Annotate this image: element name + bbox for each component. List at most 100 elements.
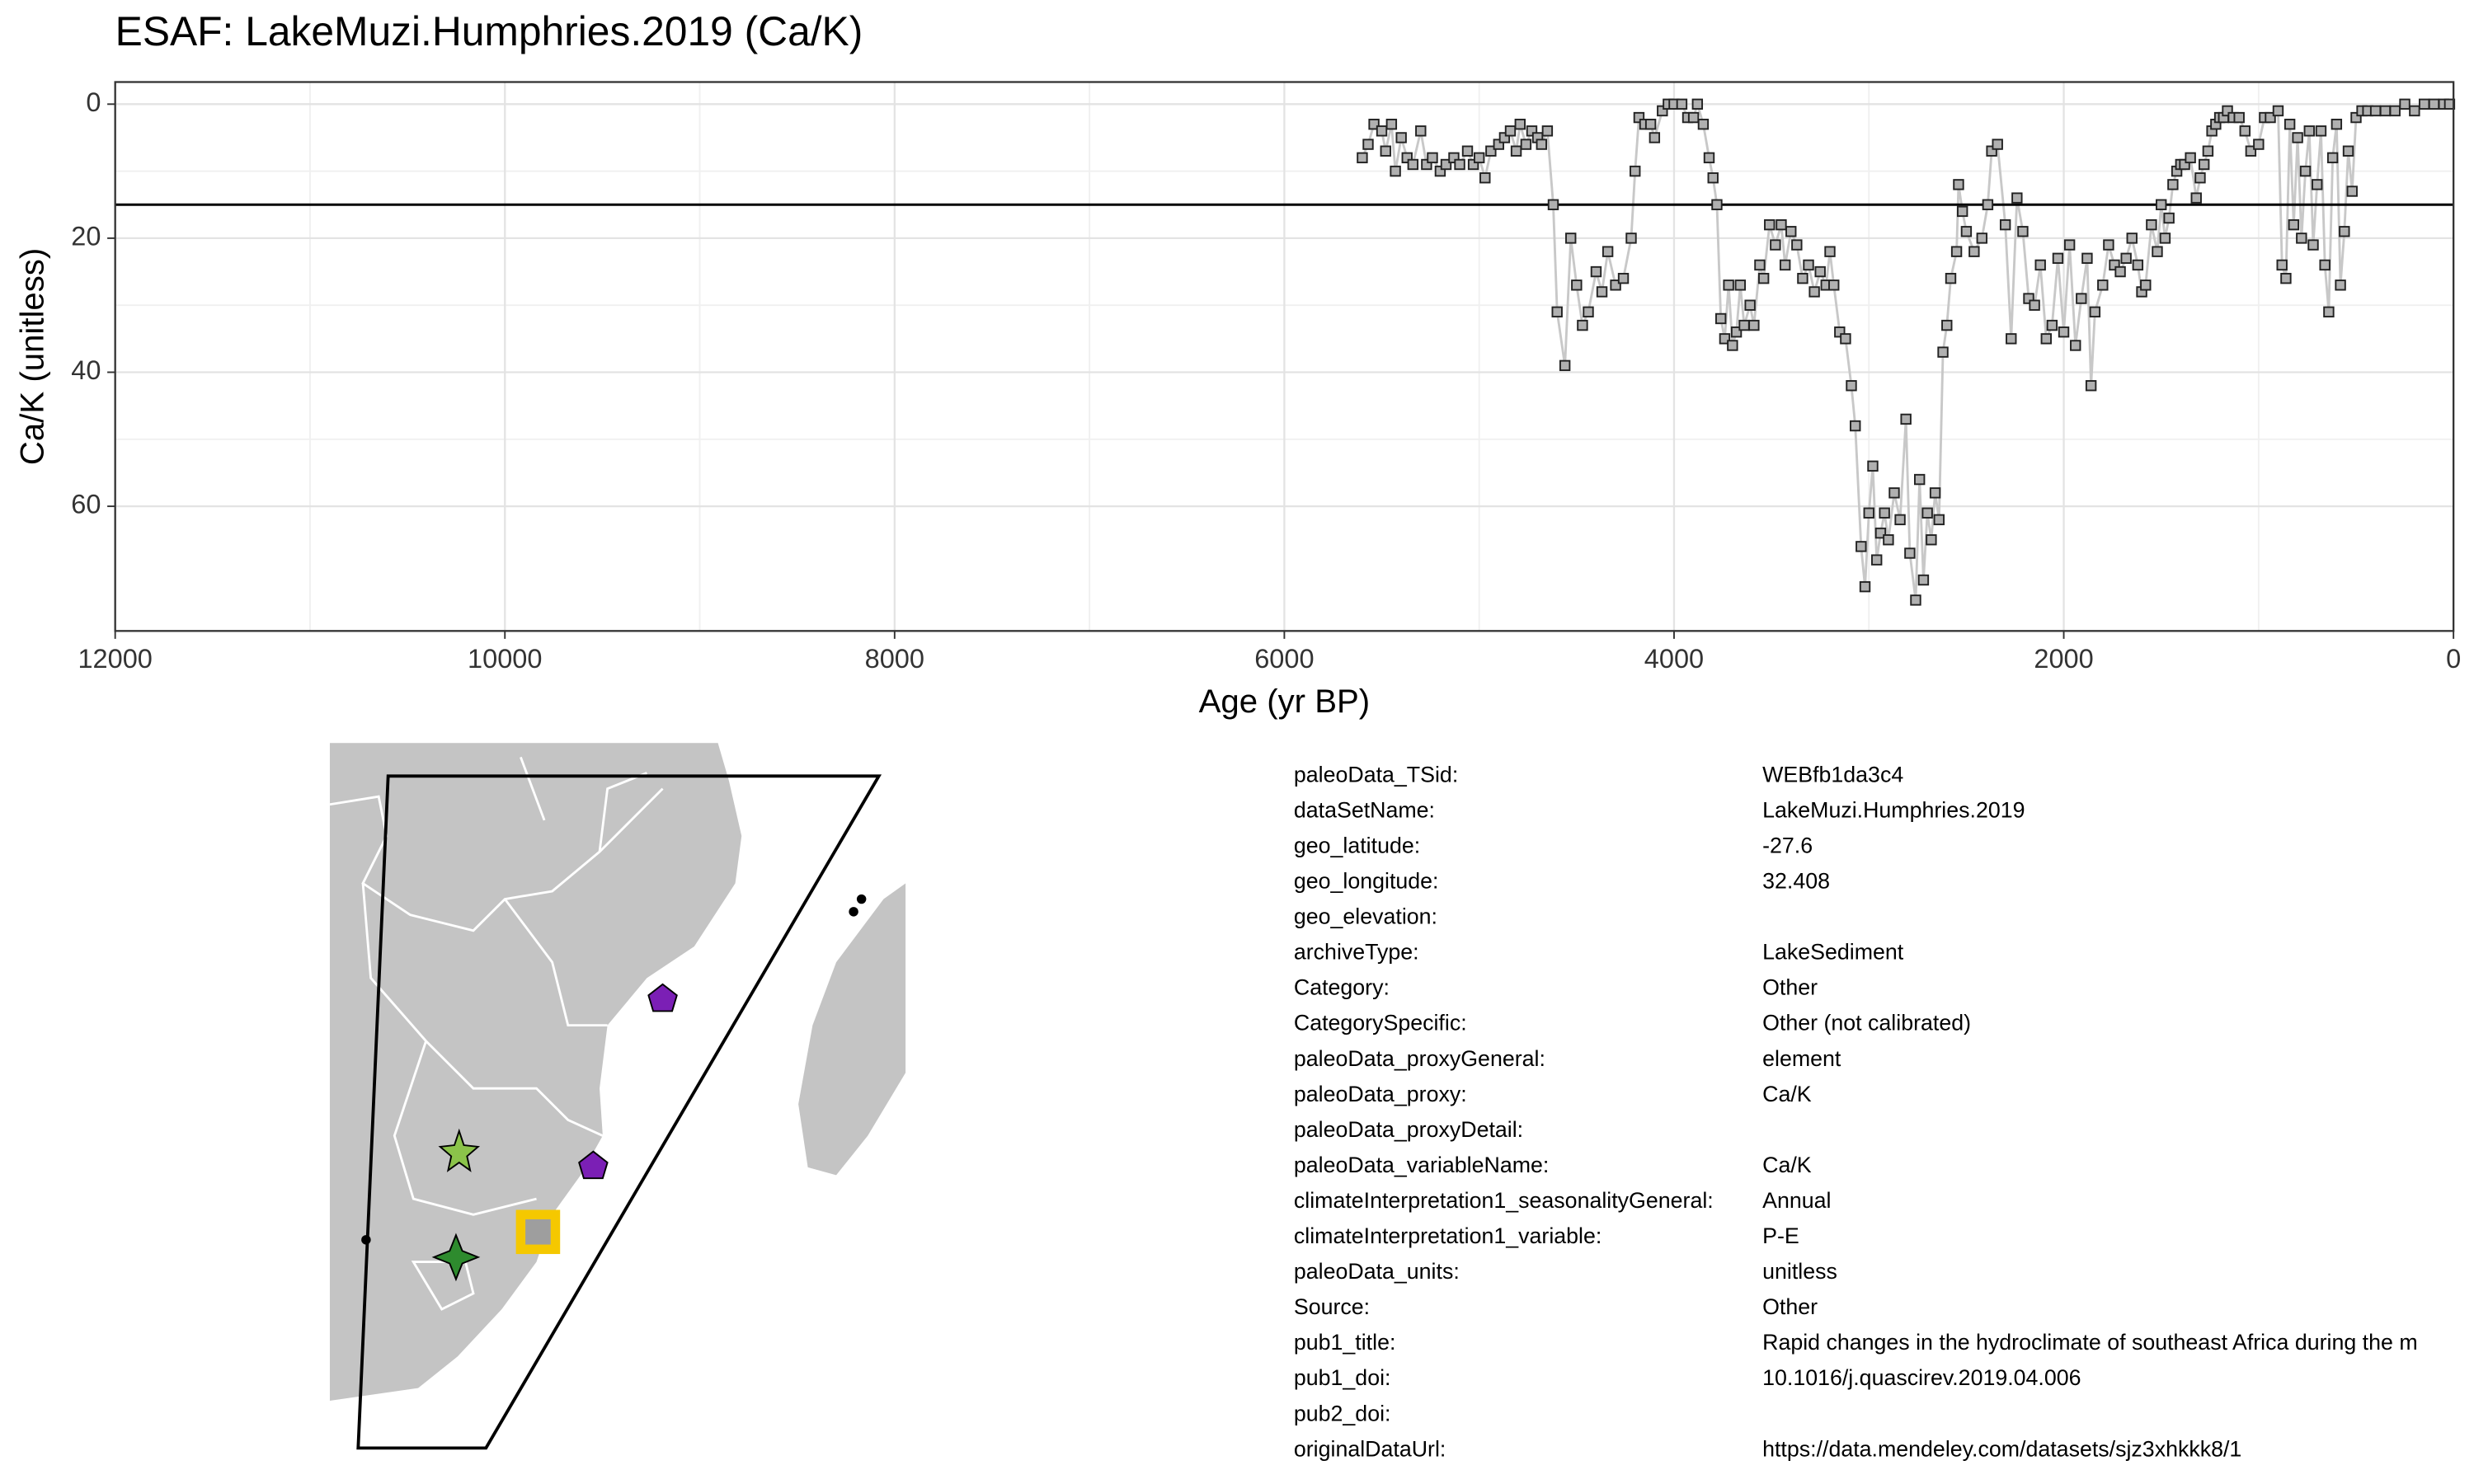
data-point [1791, 239, 1803, 251]
data-point [1473, 152, 1485, 164]
data-point [2089, 306, 2101, 318]
meta-key: geo_longitude: [1294, 869, 1439, 894]
meta-key: archiveType: [1294, 940, 1419, 965]
site-pentagon [578, 1150, 609, 1180]
data-point [1376, 125, 1388, 137]
meta-value: 32.408 [1762, 869, 1830, 894]
plot-border [114, 81, 2455, 632]
x-tick-label: 8000 [865, 644, 924, 674]
meta-key: paleoData_proxyGeneral: [1294, 1046, 1545, 1071]
data-point [1649, 132, 1661, 143]
data-point [2307, 239, 2319, 251]
meta-key: paleoData_proxy: [1294, 1082, 1467, 1106]
data-point [1730, 326, 1743, 338]
data-point [2418, 98, 2430, 110]
selected-site [515, 1209, 561, 1255]
meta-key: dataSetName: [1294, 797, 1435, 822]
data-point [1941, 319, 1953, 331]
data-point [1707, 172, 1719, 184]
data-point [1583, 306, 1594, 318]
data-point [1840, 333, 1851, 345]
data-point [1776, 218, 1787, 231]
plot-area: 12000 10000 8000 6000 4000 2000 0 0 20 40 60 [71, 81, 2461, 674]
data-point [1904, 547, 1916, 559]
data-point [2109, 259, 2120, 271]
data-point [2233, 111, 2245, 124]
data-point [1856, 541, 1867, 552]
data-point [2081, 252, 2093, 264]
data-point [2194, 172, 2206, 184]
data-point [2052, 252, 2064, 264]
data-point [2280, 272, 2292, 284]
data-point [2296, 232, 2307, 244]
y-axis-label: Ca/K (unitless) [14, 248, 51, 465]
data-point [1617, 272, 1630, 284]
y-tick-label: 0 [86, 87, 101, 117]
data-point [2017, 226, 2029, 237]
data-point [2070, 340, 2081, 351]
data-point [1448, 152, 1460, 164]
data-point [2331, 119, 2343, 130]
meta-value: Ca/K [1762, 1082, 1812, 1106]
data-point [2253, 139, 2265, 150]
data-point [2132, 259, 2144, 271]
data-point [1982, 199, 1994, 210]
data-point [1590, 265, 1602, 278]
data-point [2034, 259, 2046, 271]
meta-key: originalDataUrl: [1294, 1436, 1446, 1461]
meta-value: LakeSediment [1762, 940, 1904, 965]
borders [329, 756, 664, 1311]
data-point [1559, 359, 1571, 372]
data-point [1610, 279, 1621, 291]
data-point [1764, 218, 1776, 231]
meta-key: geo_latitude: [1294, 834, 1420, 858]
madagascar [798, 883, 906, 1176]
meta-key: Source: [1294, 1294, 1370, 1319]
data-point [1541, 125, 1554, 137]
data-point [1867, 460, 1879, 472]
data-point [1697, 119, 1710, 130]
x-tick-label: 12000 [78, 644, 152, 674]
meta-key: pub1_title: [1294, 1330, 1396, 1355]
data-point [2292, 132, 2303, 143]
x-tick-label: 4000 [1644, 644, 1704, 674]
data-point [1368, 119, 1380, 130]
data-point [1596, 286, 1608, 298]
metadata-table: paleoData_TSid: WEBfb1da3c4 dataSetName: La… [1294, 762, 2418, 1461]
data-point [1824, 246, 1836, 257]
data-point [1999, 218, 2011, 231]
data-point [2346, 186, 2358, 197]
data-point [1493, 139, 1505, 150]
data-point [1748, 319, 1760, 331]
data-point [2276, 259, 2288, 271]
data-point [1602, 246, 1614, 257]
data-point [1485, 145, 1497, 157]
data-point [1362, 139, 1374, 150]
data-point [2326, 152, 2339, 164]
meta-key: paleoData_TSid: [1294, 762, 1458, 787]
meta-key: climateInterpretation1_variable: [1294, 1223, 1602, 1248]
data-point [2272, 105, 2284, 117]
data-point [2323, 306, 2335, 318]
data-point [1738, 319, 1750, 331]
data-point [1871, 554, 1883, 566]
data-point [2076, 293, 2087, 304]
data-point [2085, 380, 2097, 392]
data-point [1498, 132, 1511, 143]
data-point [1714, 312, 1727, 325]
data-point [1968, 246, 1980, 257]
data-point [1828, 279, 1840, 291]
data-point [2185, 152, 2196, 164]
data-point [1691, 98, 1704, 110]
data-point [2379, 105, 2392, 117]
x-tick-label: 6000 [1254, 644, 1314, 674]
data-point [2428, 98, 2440, 110]
data-point [1415, 125, 1427, 137]
data-point [1779, 259, 1791, 271]
data-point [1385, 119, 1398, 130]
data-point [2114, 265, 2126, 278]
meta-value: element [1762, 1046, 1841, 1071]
data-point [1520, 139, 1532, 150]
